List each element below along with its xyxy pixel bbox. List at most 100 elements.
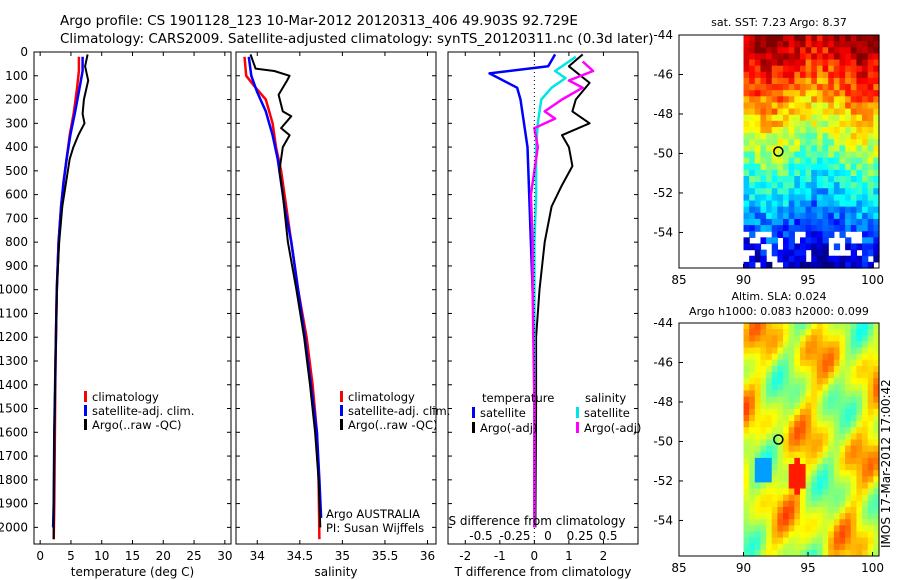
map-cell: [822, 549, 829, 557]
map-cell: [743, 35, 750, 42]
map-cell: [771, 445, 778, 453]
map-cell: [822, 249, 829, 257]
map-cell: [845, 145, 852, 153]
map-cell: [766, 335, 773, 342]
map-cell: [867, 494, 874, 502]
map-cell: [867, 372, 874, 379]
map-cell: [833, 96, 841, 104]
map-cell: [749, 133, 756, 140]
map-cell: [867, 249, 874, 257]
map-cell: [766, 59, 773, 67]
map-cell: [822, 261, 829, 269]
map-cell: [839, 182, 846, 189]
map-cell: [816, 169, 824, 177]
map-cell: [856, 451, 863, 459]
map-cell: [754, 537, 762, 545]
map-cell: [805, 365, 812, 373]
map-cell: [833, 427, 841, 434]
map-cell: [873, 439, 880, 447]
map-cell: [771, 537, 778, 545]
map-cell: [833, 212, 841, 220]
map-cell: [839, 476, 846, 484]
map-cell: [771, 84, 778, 91]
y-tick-label: -52: [653, 186, 673, 200]
map-cell: [777, 543, 784, 551]
y-tick-label: 1600: [0, 425, 28, 439]
map-cell: [828, 206, 835, 214]
map-cell: [856, 84, 863, 91]
map-cell: [777, 96, 784, 104]
legend-label: satellite-adj. clim.: [92, 404, 194, 418]
map-cell: [811, 255, 818, 263]
map-cell: [816, 194, 824, 202]
map-cell: [799, 439, 807, 447]
legend-header: temperature: [482, 391, 554, 405]
map-cell: [794, 543, 801, 551]
map-cell: [754, 243, 762, 251]
map-cell: [828, 482, 835, 490]
map-cell: [743, 169, 750, 177]
map-cell: [766, 506, 773, 514]
map-cell: [743, 335, 750, 342]
map-cell: [811, 445, 818, 453]
map-cell: [743, 329, 750, 336]
map-cell: [856, 169, 863, 177]
map-cell: [760, 506, 767, 514]
map-cell: [783, 133, 790, 140]
map-cell: [822, 408, 829, 416]
map-cell: [845, 323, 852, 330]
map-cell: [771, 108, 778, 116]
map-cell: [754, 188, 762, 196]
map-cell: [816, 47, 824, 54]
map-cell: [862, 71, 869, 79]
map-cell: [822, 96, 829, 104]
map-cell: [816, 108, 824, 116]
map-cell: [867, 163, 874, 171]
map-cell: [856, 359, 863, 367]
map-cell: [839, 139, 846, 146]
map-cell: [799, 41, 807, 48]
map-cell: [777, 71, 784, 79]
map-cell: [805, 126, 812, 134]
map-cell: [811, 537, 818, 545]
map-cell: [873, 341, 880, 349]
map-cell: [799, 182, 807, 189]
map-cell: [743, 378, 750, 385]
map-cell: [867, 169, 874, 177]
map-cell: [833, 206, 841, 214]
map-cell: [833, 225, 841, 232]
map-cell: [839, 218, 846, 226]
map-cell: [862, 513, 869, 520]
map-cell: [850, 225, 858, 232]
map-cell: [766, 84, 773, 91]
map-cell: [788, 359, 795, 367]
map-cell: [845, 157, 852, 165]
map-cell: [754, 476, 762, 484]
map-cell: [766, 402, 773, 410]
map-cell: [862, 90, 869, 97]
map-cell: [862, 47, 869, 54]
y-tick-label: 2000: [0, 520, 28, 534]
map-cell: [856, 255, 863, 263]
map-cell: [816, 347, 824, 355]
map-cell: [788, 182, 795, 189]
map-cell: [754, 378, 762, 385]
map-cell: [828, 341, 835, 349]
map-cell: [845, 427, 852, 434]
map-cell: [749, 335, 756, 342]
map-cell: [766, 341, 773, 349]
map-cell: [850, 365, 858, 373]
map-cell: [749, 261, 756, 269]
map-cell: [754, 182, 762, 189]
map-cell: [845, 549, 852, 557]
series-line-t-argo-adj-: [534, 53, 591, 528]
map-cell: [749, 439, 756, 447]
map-cell: [805, 102, 812, 110]
annotation-line: PI: Susan Wijffels: [326, 521, 424, 535]
map-cell: [839, 41, 846, 48]
map-cell: [805, 519, 812, 526]
map-cell: [788, 457, 795, 465]
map-cell: [743, 218, 750, 226]
map-cell: [833, 90, 841, 97]
map-cell: [788, 176, 795, 183]
